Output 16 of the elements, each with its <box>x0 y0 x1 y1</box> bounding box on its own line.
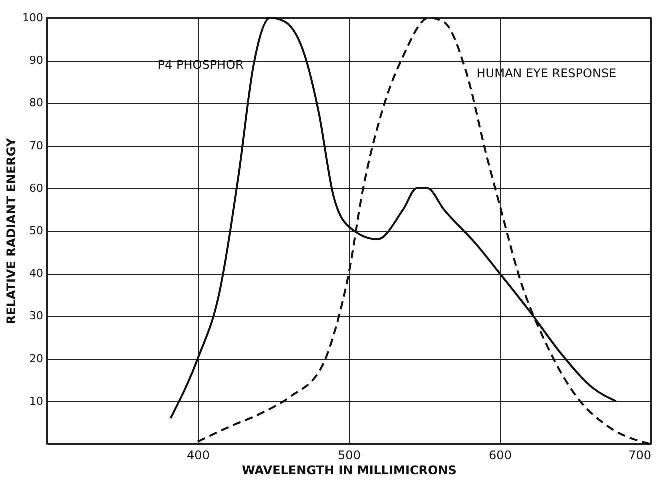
x-tick-label: 400 <box>187 448 210 462</box>
y-tick-label: 70 <box>30 139 44 152</box>
y-axis-title: RELATIVE RADIANT ENERGY <box>4 138 19 325</box>
y-tick-label: 100 <box>22 12 44 24</box>
x-tick-label: 600 <box>489 448 512 462</box>
y-tick-label: 80 <box>30 96 44 110</box>
x-axis-title: WAVELENGTH IN MILLIMICRONS <box>242 464 457 478</box>
y-tick-label: 50 <box>30 224 44 238</box>
y-tick-label: 20 <box>30 352 44 366</box>
x-tick-label: 500 <box>338 448 361 462</box>
x-tick-label: 700 <box>628 448 652 462</box>
y-tick-label: 30 <box>30 310 44 323</box>
y-tick-label: 90 <box>30 54 44 68</box>
y-tick-label: 60 <box>30 182 44 195</box>
y-tick-label: 40 <box>30 267 44 280</box>
y-tick-label: 10 <box>30 394 44 408</box>
